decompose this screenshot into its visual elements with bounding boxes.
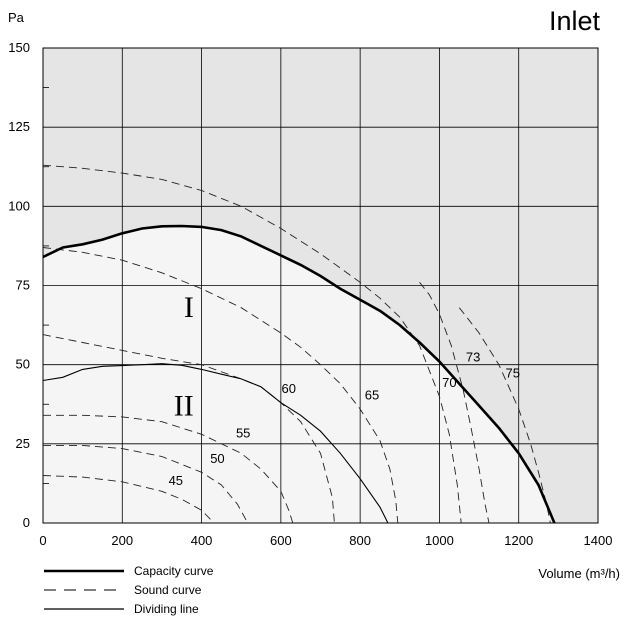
x-tick-label: 1200 [504,533,533,548]
y-tick-label: 125 [8,119,30,134]
sound-curve-label-75: 75 [506,365,520,380]
sound-curve-65 [42,247,399,524]
y-tick-label: 100 [8,198,30,213]
legend-label: Sound curve [134,583,202,597]
sound-curve-50 [43,444,248,524]
x-tick-label: 200 [111,533,133,548]
sound-curve-label-45: 45 [169,473,183,488]
x-tick-label: 1000 [425,533,454,548]
region-label-II: II [174,389,194,422]
sound-curve-label-65: 65 [365,388,379,403]
sound-curve-55 [43,414,294,524]
region-label-I: I [184,291,194,324]
y-axis-label: Pa [8,10,25,25]
y-tick-label: 25 [16,436,30,451]
y-tick-label: 75 [16,278,30,293]
x-tick-label: 600 [270,533,292,548]
plot-frame [42,47,599,524]
sound-curve-label-50: 50 [210,451,224,466]
legend-label: Dividing line [134,602,199,616]
sound-curve-label-55: 55 [236,426,250,441]
y-tick-label: 0 [23,515,30,530]
sound-curve-label-60: 60 [282,381,296,396]
dividing-line [42,363,389,524]
sound-curve-label-70: 70 [442,375,456,390]
x-tick-label: 0 [39,533,46,548]
sound-curve-label-73: 73 [466,350,480,365]
y-tick-label: 50 [16,357,30,372]
capacity-curve [42,224,556,524]
legend-label: Capacity curve [134,564,214,578]
x-axis-label: Volume (m³/h) [538,566,620,581]
x-tick-label: 1400 [584,533,613,548]
sound-curve-45 [42,475,214,524]
x-tick-label: 800 [349,533,371,548]
x-tick-label: 400 [191,533,213,548]
chart-title: Inlet [549,6,601,36]
region-below-capacity [43,226,555,523]
y-tick-label: 150 [8,40,30,55]
